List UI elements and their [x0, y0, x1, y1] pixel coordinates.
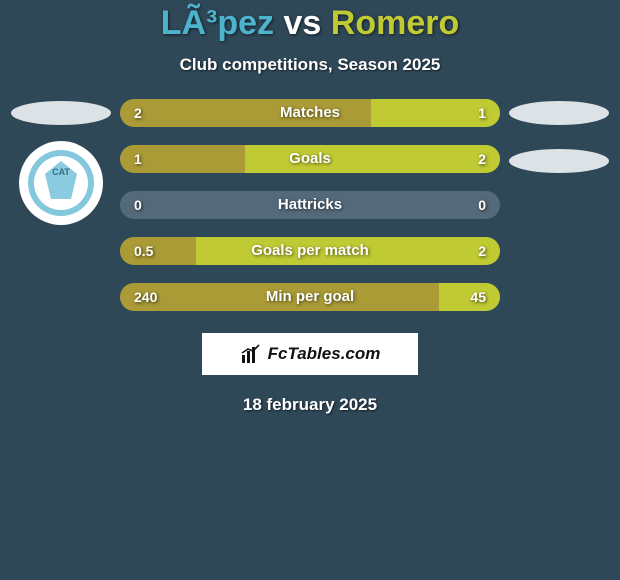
player2-photo-ellipse-2	[509, 149, 609, 173]
player2-side	[500, 99, 614, 311]
player1-photo-ellipse	[11, 101, 111, 125]
brand-chart-icon	[240, 343, 262, 365]
stat-label: Min per goal	[120, 283, 500, 311]
svg-text:CAT: CAT	[52, 167, 70, 177]
title: LÃ³pez vs Romero	[0, 4, 620, 43]
stat-label: Matches	[120, 99, 500, 127]
player1-club-badge: CAT	[19, 141, 103, 225]
subtitle: Club competitions, Season 2025	[0, 55, 620, 75]
brand-text: FcTables.com	[268, 344, 381, 364]
main-content: CAT 21Matches 12Goals 00Hattricks 0.52Goals…	[0, 99, 620, 311]
stat-row: 21Matches	[120, 99, 500, 127]
stat-row: 0.52Goals per match	[120, 237, 500, 265]
title-player1: LÃ³pez	[161, 4, 274, 42]
brand-box: FcTables.com	[202, 333, 418, 375]
stat-label: Hattricks	[120, 191, 500, 219]
title-vs: vs	[284, 4, 322, 42]
comparison-card: LÃ³pez vs Romero Club competitions, Seas…	[0, 0, 620, 580]
stat-label: Goals	[120, 145, 500, 173]
player1-side: CAT	[6, 99, 120, 311]
title-player2: Romero	[331, 4, 459, 42]
date: 18 february 2025	[0, 395, 620, 415]
stat-row: 12Goals	[120, 145, 500, 173]
stat-row: 24045Min per goal	[120, 283, 500, 311]
stat-label: Goals per match	[120, 237, 500, 265]
stat-row: 00Hattricks	[120, 191, 500, 219]
club-badge-icon: CAT	[27, 149, 95, 217]
player2-photo-ellipse-1	[509, 101, 609, 125]
stats-bars: 21Matches 12Goals 00Hattricks 0.52Goals per…	[120, 99, 500, 311]
